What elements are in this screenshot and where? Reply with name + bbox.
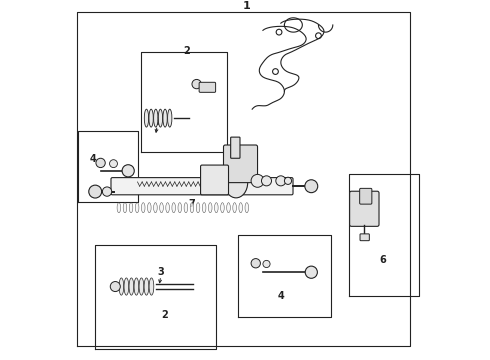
Ellipse shape	[168, 109, 172, 127]
Circle shape	[110, 160, 118, 167]
Text: 7: 7	[189, 199, 196, 209]
Ellipse shape	[144, 278, 149, 295]
Ellipse shape	[135, 203, 139, 213]
Text: 1: 1	[242, 1, 250, 11]
Circle shape	[192, 80, 201, 89]
Circle shape	[102, 187, 112, 196]
Ellipse shape	[142, 203, 145, 213]
Ellipse shape	[124, 278, 129, 295]
Ellipse shape	[166, 203, 170, 213]
Ellipse shape	[134, 278, 139, 295]
Circle shape	[262, 176, 271, 186]
Ellipse shape	[172, 203, 175, 213]
Ellipse shape	[147, 203, 151, 213]
Ellipse shape	[154, 203, 157, 213]
Text: 3: 3	[157, 267, 164, 277]
FancyBboxPatch shape	[111, 177, 293, 195]
Circle shape	[284, 177, 292, 184]
Ellipse shape	[129, 278, 134, 295]
Circle shape	[276, 176, 286, 186]
Circle shape	[263, 260, 270, 267]
Ellipse shape	[220, 203, 224, 213]
Ellipse shape	[145, 109, 148, 127]
Circle shape	[305, 180, 318, 193]
FancyBboxPatch shape	[223, 145, 258, 183]
Ellipse shape	[149, 109, 153, 127]
FancyBboxPatch shape	[199, 82, 216, 92]
Ellipse shape	[158, 109, 163, 127]
Ellipse shape	[227, 203, 230, 213]
FancyBboxPatch shape	[231, 137, 240, 158]
Text: 6: 6	[380, 255, 386, 265]
Ellipse shape	[119, 278, 123, 295]
Text: 5: 5	[233, 149, 240, 159]
FancyBboxPatch shape	[350, 191, 379, 226]
Ellipse shape	[139, 278, 144, 295]
Ellipse shape	[239, 203, 243, 213]
Text: 3: 3	[154, 117, 161, 127]
Text: 4: 4	[89, 154, 96, 164]
Circle shape	[89, 185, 101, 198]
Circle shape	[96, 158, 105, 167]
Ellipse shape	[117, 203, 121, 213]
Ellipse shape	[190, 203, 194, 213]
Ellipse shape	[233, 203, 236, 213]
Ellipse shape	[196, 203, 200, 213]
Circle shape	[122, 165, 134, 177]
Circle shape	[251, 258, 260, 268]
Text: 2: 2	[161, 310, 168, 320]
Text: 2: 2	[184, 46, 190, 56]
Ellipse shape	[123, 203, 127, 213]
Circle shape	[251, 174, 264, 187]
Ellipse shape	[184, 203, 188, 213]
FancyBboxPatch shape	[200, 165, 228, 195]
Ellipse shape	[163, 109, 167, 127]
Ellipse shape	[215, 203, 218, 213]
Ellipse shape	[149, 278, 154, 295]
FancyBboxPatch shape	[360, 234, 369, 241]
Ellipse shape	[245, 203, 248, 213]
Ellipse shape	[154, 109, 158, 127]
Ellipse shape	[208, 203, 212, 213]
FancyBboxPatch shape	[360, 188, 372, 204]
Circle shape	[305, 266, 318, 278]
Ellipse shape	[178, 203, 182, 213]
Ellipse shape	[129, 203, 133, 213]
Text: 4: 4	[277, 291, 284, 301]
Ellipse shape	[224, 167, 247, 198]
Ellipse shape	[202, 203, 206, 213]
Ellipse shape	[160, 203, 163, 213]
Circle shape	[110, 282, 121, 292]
